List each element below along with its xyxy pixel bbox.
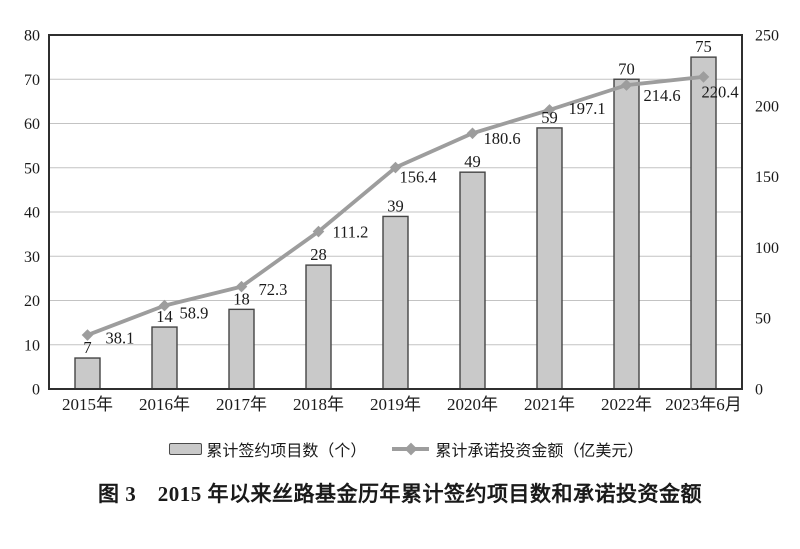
diamond-marker [620,79,633,91]
diamond-marker [158,299,171,312]
x-axis-label: 2018年 [293,395,344,414]
bar [690,56,717,390]
x-axis-label: 2021年 [524,395,575,414]
diamond-marker [235,280,248,293]
diamond-marker [81,329,94,341]
line-value-label: 58.9 [180,304,209,323]
bar-swatch-icon [169,443,203,455]
plot-border [48,34,743,390]
x-axis-label: 2017年 [216,395,267,414]
bar-value-label: 7 [83,338,91,357]
diamond-marker [466,127,479,140]
bar [151,326,178,390]
right-axis-tick-label: 250 [755,28,779,45]
line-value-label: 197.1 [569,99,606,118]
line-value-label: 220.4 [702,82,739,101]
left-axis-tick-label: 30 [24,249,40,266]
left-axis-tick-label: 70 [24,72,40,89]
bar-value-label: 39 [387,196,404,215]
combo-chart: 7 14 18 28 39 49 59 70 75 38.1 58.9 72.3 111.2 156.4 1… [24,28,779,415]
diamond-marker [697,71,710,83]
bar-value-label: 75 [695,37,712,56]
x-axis-label: 2023年6月 [665,395,742,414]
line-swatch-icon [392,442,430,456]
x-axis-label: 2019年 [370,395,421,414]
bar-value-label: 70 [618,59,635,78]
diamond-marker [389,161,402,174]
x-axis-label: 2015年 [62,395,113,414]
x-axis-label: 2022年 [601,395,652,414]
chart-legend: 累计签约项目数（个） 累计承诺投资金额（亿美元） [169,437,643,461]
left-axis-tick-label: 0 [32,382,40,399]
left-axis-tick-label: 40 [24,205,40,222]
bar [613,78,640,390]
right-axis-tick-label: 50 [755,311,771,328]
left-axis-tick-label: 50 [24,160,40,177]
bar-value-label: 14 [156,307,173,326]
figure-caption: 图 3 2015 年以来丝路基金历年累计签约项目数和承诺投资金额 [98,482,702,506]
bar-value-label: 59 [541,108,558,127]
bar-value-label: 18 [233,289,250,308]
legend-item-line: 累计承诺投资金额（亿美元） [392,437,643,461]
bar-value-label: 28 [310,245,327,264]
legend-item-bars: 累计签约项目数（个） [169,437,366,461]
x-axis-label: 2020年 [447,395,498,414]
legend-bar-label: 累计签约项目数（个） [206,443,367,460]
line-value-label: 111.2 [333,223,369,242]
bar [536,127,563,390]
right-axis-tick-label: 0 [755,382,763,399]
diamond-marker [543,104,556,116]
line-value-label: 180.6 [484,129,521,148]
bar [228,308,255,390]
bar [382,215,409,390]
line-value-label: 214.6 [644,86,681,105]
bar [305,264,332,390]
left-axis-tick-label: 80 [24,28,40,45]
bar-value-label: 49 [464,152,481,171]
bar [459,171,486,390]
bar [74,357,101,390]
diamond-icon [404,442,418,456]
diamond-marker [312,225,325,238]
line-value-label: 38.1 [106,329,135,348]
line-value-label: 156.4 [400,168,437,187]
legend-line-label: 累计承诺投资金额（亿美元） [435,443,644,460]
right-axis-tick-label: 200 [755,98,779,115]
left-axis-tick-label: 60 [24,116,40,133]
left-axis-tick-label: 10 [24,337,40,354]
right-axis-tick-label: 100 [755,240,779,257]
left-axis-tick-label: 20 [24,293,40,310]
x-axis-label: 2016年 [139,395,190,414]
right-axis-tick-label: 150 [755,169,779,186]
line-value-label: 72.3 [259,280,288,299]
